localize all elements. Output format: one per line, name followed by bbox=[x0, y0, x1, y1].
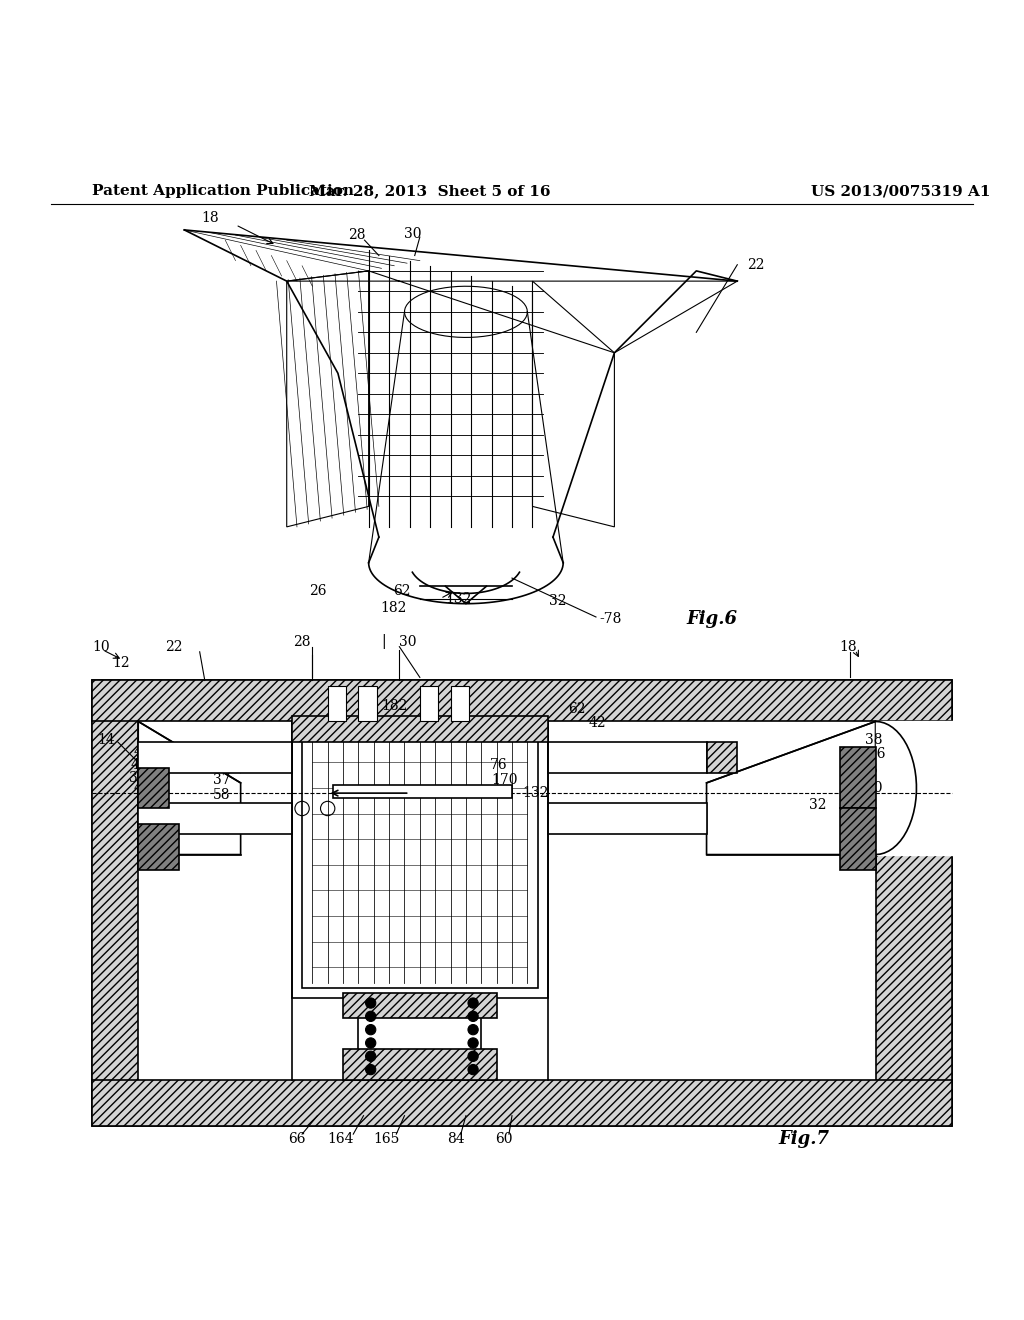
Bar bbox=[92, 681, 952, 1126]
Bar bbox=[292, 717, 548, 742]
Text: 42: 42 bbox=[589, 717, 606, 730]
Bar bbox=[292, 722, 548, 998]
Bar bbox=[840, 808, 876, 870]
Text: 28: 28 bbox=[293, 635, 311, 648]
Text: 18: 18 bbox=[201, 211, 219, 224]
Bar bbox=[92, 681, 952, 722]
Text: Patent Application Publication: Patent Application Publication bbox=[92, 183, 354, 198]
Text: 62: 62 bbox=[392, 585, 411, 598]
Bar bbox=[138, 824, 179, 870]
Text: 164: 164 bbox=[328, 1133, 354, 1146]
Circle shape bbox=[468, 1064, 478, 1074]
Polygon shape bbox=[138, 722, 241, 854]
Circle shape bbox=[366, 1038, 376, 1048]
Text: 32: 32 bbox=[809, 799, 826, 812]
Bar bbox=[138, 804, 292, 834]
Bar bbox=[420, 685, 438, 722]
Bar bbox=[548, 804, 707, 834]
Text: 182: 182 bbox=[380, 601, 407, 615]
Text: 34: 34 bbox=[182, 822, 200, 836]
Circle shape bbox=[468, 1024, 478, 1035]
Bar bbox=[876, 696, 952, 1115]
Circle shape bbox=[468, 1038, 478, 1048]
Text: Fig.6: Fig.6 bbox=[686, 610, 737, 628]
Text: 22: 22 bbox=[748, 257, 765, 272]
Text: 38: 38 bbox=[865, 733, 883, 747]
Bar bbox=[548, 742, 707, 772]
Text: Fig.7: Fig.7 bbox=[778, 1130, 829, 1148]
Bar bbox=[343, 993, 497, 1019]
Bar bbox=[138, 767, 169, 808]
Text: 46: 46 bbox=[134, 781, 152, 795]
Bar bbox=[328, 685, 346, 722]
Text: 84: 84 bbox=[446, 1133, 465, 1146]
Text: 66: 66 bbox=[288, 1133, 306, 1146]
Text: 170: 170 bbox=[492, 772, 518, 787]
Bar bbox=[451, 685, 469, 722]
Text: 46: 46 bbox=[860, 763, 878, 776]
Polygon shape bbox=[707, 722, 876, 854]
Text: 12: 12 bbox=[113, 656, 130, 671]
Text: 76: 76 bbox=[213, 759, 230, 772]
Circle shape bbox=[366, 1051, 376, 1061]
Text: 32: 32 bbox=[549, 594, 567, 607]
Text: 20: 20 bbox=[865, 781, 883, 795]
Text: 165: 165 bbox=[373, 1133, 399, 1146]
Text: Mar. 28, 2013  Sheet 5 of 16: Mar. 28, 2013 Sheet 5 of 16 bbox=[309, 183, 551, 198]
Text: 40: 40 bbox=[206, 805, 223, 818]
Bar bbox=[358, 685, 377, 722]
Text: US 2013/0075319 A1: US 2013/0075319 A1 bbox=[811, 183, 991, 198]
Bar bbox=[333, 785, 512, 799]
Text: 30: 30 bbox=[399, 635, 417, 648]
Circle shape bbox=[468, 998, 478, 1008]
Text: 28: 28 bbox=[347, 228, 366, 242]
Text: 78: 78 bbox=[370, 717, 388, 730]
Bar bbox=[840, 747, 876, 808]
Bar bbox=[92, 681, 952, 1126]
Bar bbox=[707, 742, 737, 772]
Circle shape bbox=[366, 1011, 376, 1022]
Text: |: | bbox=[382, 634, 386, 649]
Circle shape bbox=[366, 1064, 376, 1074]
Bar bbox=[343, 1049, 497, 1080]
Text: 26: 26 bbox=[308, 585, 327, 598]
Text: 62: 62 bbox=[568, 702, 586, 717]
Circle shape bbox=[366, 1024, 376, 1035]
Text: 22: 22 bbox=[165, 640, 183, 653]
Text: 58: 58 bbox=[213, 788, 230, 803]
Text: 14: 14 bbox=[97, 733, 115, 747]
Text: 76: 76 bbox=[489, 759, 507, 772]
Text: 36: 36 bbox=[868, 747, 886, 762]
Circle shape bbox=[468, 1051, 478, 1061]
Text: 60: 60 bbox=[495, 1133, 513, 1146]
Text: 37: 37 bbox=[213, 772, 230, 787]
Bar bbox=[358, 998, 481, 1080]
Circle shape bbox=[366, 998, 376, 1008]
Text: 182: 182 bbox=[381, 700, 408, 713]
Bar bbox=[92, 1080, 952, 1126]
Text: 18: 18 bbox=[840, 640, 857, 653]
Bar bbox=[138, 742, 292, 772]
Circle shape bbox=[468, 1011, 478, 1022]
Text: 132: 132 bbox=[522, 787, 549, 800]
Text: 10: 10 bbox=[92, 640, 110, 653]
Text: 44: 44 bbox=[131, 759, 148, 772]
Text: 30: 30 bbox=[404, 227, 422, 242]
Bar bbox=[302, 731, 538, 987]
Text: 38: 38 bbox=[129, 771, 146, 785]
Text: -78: -78 bbox=[599, 612, 622, 626]
Text: 132: 132 bbox=[445, 591, 472, 606]
Text: 42: 42 bbox=[134, 746, 152, 759]
Bar bbox=[92, 696, 138, 1115]
Text: 26: 26 bbox=[216, 746, 233, 759]
